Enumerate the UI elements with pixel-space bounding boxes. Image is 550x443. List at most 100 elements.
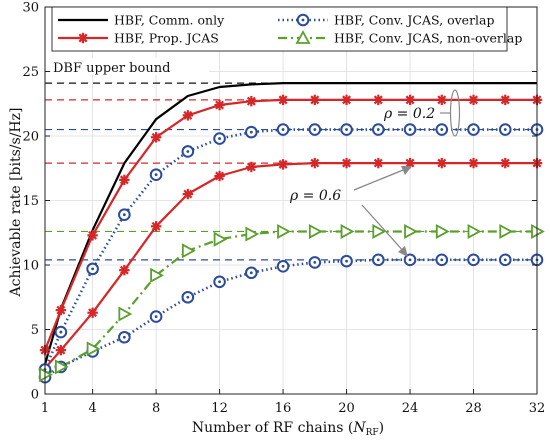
data-point xyxy=(215,100,225,110)
data-point-center xyxy=(218,137,221,140)
legend-label: HBF, Comm. only xyxy=(114,13,225,28)
rho-high-arrow-up xyxy=(353,167,409,191)
data-point xyxy=(278,95,288,105)
y-tick-label: 0 xyxy=(31,388,39,403)
y-tick-label: 30 xyxy=(22,1,39,16)
data-point xyxy=(310,95,320,105)
data-point xyxy=(119,175,129,185)
data-point-center xyxy=(59,330,63,334)
data-point xyxy=(437,158,447,168)
y-axis-label: Achievable rate [bits/s/Hz] xyxy=(8,108,24,298)
rho-high-arrowhead-down xyxy=(398,246,408,257)
tick-labels: 1 4 8 12 16 20 24 28 32 0 5 10 15 20 25 30 xyxy=(22,1,545,417)
series-lines xyxy=(43,81,537,379)
data-point-center xyxy=(154,173,158,177)
data-point-center xyxy=(376,258,380,262)
legend-label: HBF, Conv. JCAS, non-overlap xyxy=(334,31,522,46)
data-point xyxy=(405,158,415,168)
data-point xyxy=(54,359,69,375)
data-point xyxy=(342,95,352,105)
rho-high-label: ρ = 0.6 xyxy=(289,188,341,204)
legend-swatch-marker xyxy=(295,30,311,44)
x-tick-label: 24 xyxy=(402,401,419,416)
data-point-center xyxy=(503,258,507,262)
data-point xyxy=(183,189,193,199)
rho-high-arrowhead-up xyxy=(401,166,412,175)
rho-low-ellipse xyxy=(449,89,461,137)
y-tick-label: 25 xyxy=(22,65,39,80)
data-point-center xyxy=(122,213,126,217)
data-point xyxy=(372,223,387,239)
data-point-center xyxy=(281,128,285,131)
data-point-center xyxy=(345,259,348,263)
data-point-center xyxy=(503,128,507,131)
series-line-5 xyxy=(44,230,537,376)
data-point xyxy=(308,223,323,239)
data-point-center xyxy=(91,267,95,271)
data-point-center xyxy=(186,150,190,153)
legend-label: HBF, Prop. JCAS xyxy=(114,31,219,46)
data-point-center xyxy=(313,128,317,131)
data-point xyxy=(373,95,383,105)
data-point xyxy=(342,158,352,168)
y-tick-label: 20 xyxy=(22,130,39,145)
annotations: DBF upper bound ρ = 0.2 ρ = 0.6 xyxy=(51,58,461,257)
series-line-3 xyxy=(43,128,537,371)
data-point xyxy=(310,158,320,168)
data-point-center xyxy=(313,261,317,264)
data-point xyxy=(86,341,101,357)
data-point xyxy=(437,95,447,105)
x-axis-label-main: Number of RF chains ( xyxy=(192,420,354,436)
data-point xyxy=(183,110,193,120)
data-point xyxy=(435,223,450,239)
reference-lines xyxy=(45,82,537,261)
data-point xyxy=(340,223,355,239)
data-point-center xyxy=(345,128,348,131)
data-point xyxy=(181,243,196,259)
legend-swatch-marker-center xyxy=(301,18,305,22)
data-point xyxy=(469,158,478,168)
data-point xyxy=(56,305,66,315)
data-point xyxy=(278,159,288,169)
data-point xyxy=(404,223,418,239)
data-point-center xyxy=(249,130,253,134)
x-tick-label: 8 xyxy=(152,401,160,416)
y-tick-label: 10 xyxy=(22,259,39,274)
data-point-center xyxy=(472,258,475,262)
x-tick-label: 1 xyxy=(41,401,49,416)
y-tick-label: 15 xyxy=(22,194,39,209)
data-point xyxy=(500,158,510,168)
x-tick-label: 4 xyxy=(88,401,96,416)
data-point xyxy=(151,221,161,231)
data-point-center xyxy=(122,335,126,339)
legend-items: HBF, Comm. only HBF, Prop. JCAS HBF, Conv.… xyxy=(58,13,522,46)
data-point-center xyxy=(408,128,412,131)
data-point xyxy=(405,95,415,105)
data-point-center xyxy=(218,280,221,284)
data-point-center xyxy=(186,295,190,299)
data-point xyxy=(499,223,514,239)
legend-swatch-marker xyxy=(78,33,88,43)
data-point-center xyxy=(154,315,158,318)
data-point-center xyxy=(440,128,444,131)
rho-high-arrow-down xyxy=(361,204,406,254)
x-axis-label-subscript: RF xyxy=(366,428,379,438)
data-point xyxy=(88,230,98,240)
data-point xyxy=(213,231,228,247)
x-tick-label: 16 xyxy=(275,401,292,416)
data-point xyxy=(215,171,225,181)
data-point xyxy=(246,162,256,172)
x-tick-label: 20 xyxy=(338,401,355,416)
series-line-0 xyxy=(43,81,537,365)
legend-label: HBF, Conv. JCAS, overlap xyxy=(334,13,495,28)
legend: HBF, Comm. only HBF, Prop. JCAS HBF, Conv.… xyxy=(51,6,522,52)
x-axis-label-close: ) xyxy=(379,420,384,436)
data-point-center xyxy=(472,128,475,131)
data-point xyxy=(88,308,98,318)
data-point xyxy=(56,345,66,355)
dbf-upper-bound-label: DBF upper bound xyxy=(53,61,170,76)
data-point xyxy=(467,223,482,239)
data-point xyxy=(151,132,161,142)
